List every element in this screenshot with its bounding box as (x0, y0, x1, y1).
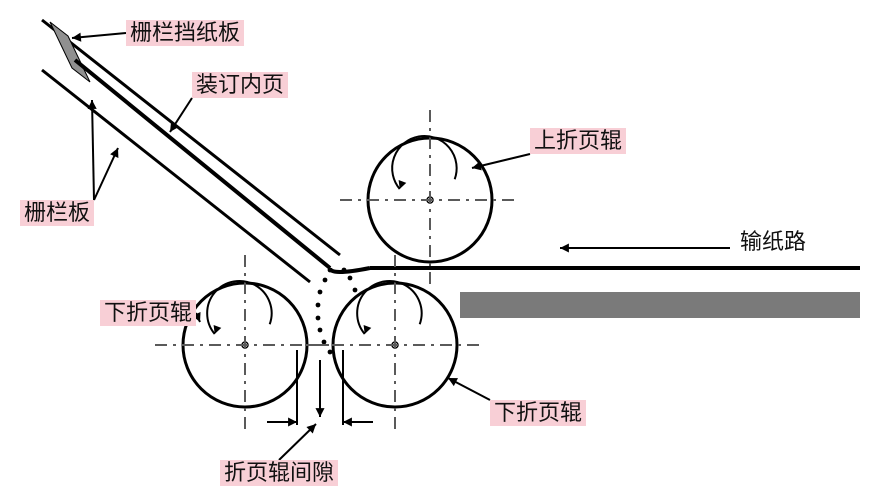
label-lower-roller-l: 下折页辊 (100, 300, 196, 326)
label-paper-feed: 输纸路 (740, 230, 806, 254)
label-fold-plate: 栅栏板 (20, 200, 94, 226)
label-inner-page: 装订内页 (192, 72, 288, 98)
label-gap: 折页辊间隙 (220, 460, 338, 486)
label-lower-roller-r: 下折页辊 (490, 400, 586, 426)
label-upper-roller: 上折页辊 (530, 128, 626, 154)
label-stopper: 栅栏挡纸板 (126, 20, 244, 46)
